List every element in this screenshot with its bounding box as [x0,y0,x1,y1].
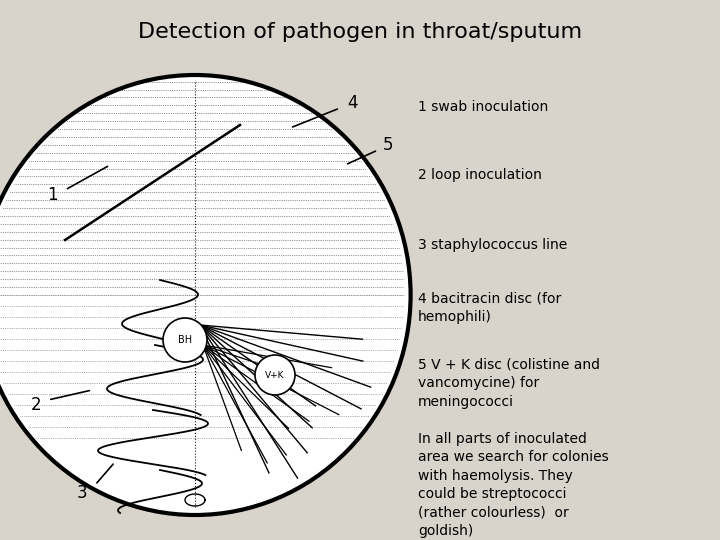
Text: 5 V + K disc (colistine and
vancomycine) for
meningococci: 5 V + K disc (colistine and vancomycine)… [418,358,600,409]
Circle shape [255,355,295,395]
Text: 4 bacitracin disc (for
hemophili): 4 bacitracin disc (for hemophili) [418,292,562,325]
Text: V+K: V+K [265,370,284,380]
Text: 1: 1 [47,186,58,204]
Circle shape [163,318,207,362]
Text: 4: 4 [347,94,357,112]
Text: 1 swab inoculation: 1 swab inoculation [418,100,548,114]
Text: In all parts of inoculated
area we search for colonies
with haemolysis. They
cou: In all parts of inoculated area we searc… [418,432,608,538]
Text: 5: 5 [383,136,393,154]
Text: 3: 3 [77,484,87,502]
Text: 2: 2 [31,396,41,414]
Ellipse shape [0,75,410,515]
Text: 2 loop inoculation: 2 loop inoculation [418,168,542,182]
Text: Detection of pathogen in throat/sputum: Detection of pathogen in throat/sputum [138,22,582,42]
Text: BH: BH [178,335,192,345]
Text: 3 staphylococcus line: 3 staphylococcus line [418,238,567,252]
